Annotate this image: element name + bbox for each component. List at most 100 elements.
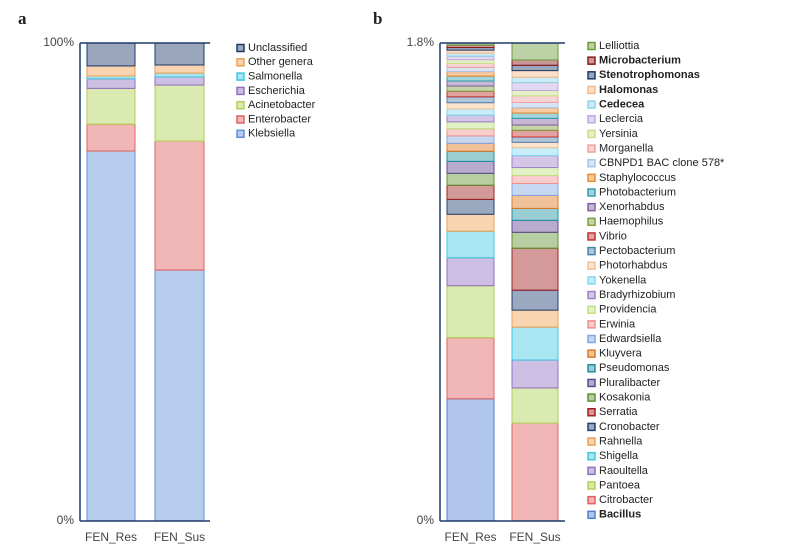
legend-label: Cronobacter bbox=[599, 421, 660, 433]
legend-swatch bbox=[587, 437, 596, 446]
bar-segment bbox=[446, 398, 495, 522]
legend-swatch bbox=[587, 481, 596, 490]
bar-segment bbox=[446, 85, 495, 92]
legend-swatch bbox=[587, 158, 596, 168]
legend-label: Escherichia bbox=[248, 85, 306, 97]
x-tick-label: FEN_Res bbox=[444, 530, 496, 544]
bar-segment bbox=[511, 194, 559, 209]
bar-segment bbox=[446, 90, 495, 98]
legend-label: Photorhabdus bbox=[599, 260, 668, 272]
legend-label: Pseudomonas bbox=[599, 362, 670, 374]
x-tick-label: FEN_Sus bbox=[154, 530, 205, 544]
legend-label: Providencia bbox=[599, 304, 657, 316]
legend-label: Halomonas bbox=[599, 84, 658, 96]
legend-swatch bbox=[587, 276, 596, 285]
bar-segment bbox=[446, 114, 495, 123]
bar-segment bbox=[86, 87, 136, 125]
legend-label: Leclercia bbox=[599, 113, 644, 125]
legend-label: Raoultella bbox=[599, 465, 649, 477]
legend-swatch bbox=[587, 217, 596, 227]
y-tick-label: 0% bbox=[57, 513, 75, 527]
legend-swatch bbox=[236, 100, 245, 110]
legend-label: Other genera bbox=[248, 56, 314, 68]
bar-segment bbox=[446, 80, 495, 87]
bar-segment bbox=[446, 59, 495, 64]
x-tick-label: FEN_Sus bbox=[509, 530, 560, 544]
legend-label: Cedecea bbox=[599, 99, 645, 111]
bar-segment bbox=[446, 172, 495, 186]
legend-label: Salmonella bbox=[248, 71, 303, 83]
legend-label: Pectobacterium bbox=[599, 245, 675, 257]
bar-segment bbox=[511, 90, 559, 97]
bar-segment bbox=[446, 102, 495, 110]
bar-segment bbox=[446, 184, 495, 200]
legend-swatch bbox=[236, 58, 245, 67]
legend-label: CBNPD1 BAC clone 578* bbox=[599, 157, 725, 169]
y-tick-label: 1.8% bbox=[407, 35, 435, 49]
bar-segment bbox=[511, 141, 559, 149]
legend-swatch bbox=[587, 334, 596, 344]
bar-segment bbox=[446, 55, 495, 61]
legend-label: Kluyvera bbox=[599, 348, 643, 360]
bar-segment bbox=[511, 42, 559, 61]
bar-segment bbox=[446, 198, 495, 215]
bar-segment bbox=[446, 128, 495, 137]
bar-segment bbox=[154, 42, 205, 66]
bar-segment bbox=[154, 76, 205, 86]
bar-segment bbox=[446, 62, 495, 68]
bar-segment bbox=[511, 289, 559, 311]
bar-segment bbox=[511, 107, 559, 114]
bar-segment bbox=[511, 247, 559, 291]
legend-swatch bbox=[587, 305, 596, 314]
bar-segment bbox=[511, 422, 559, 522]
legend-label: Enterobacter bbox=[248, 113, 311, 125]
legend-swatch bbox=[587, 290, 596, 300]
legend-swatch bbox=[587, 56, 596, 65]
bar-segment bbox=[446, 135, 495, 144]
legend-label: Photobacterium bbox=[599, 186, 676, 198]
bar-segment bbox=[446, 142, 495, 152]
legend-swatch bbox=[587, 261, 596, 270]
legend-swatch bbox=[587, 115, 596, 124]
bar-segment bbox=[446, 121, 495, 130]
bar-segment bbox=[446, 160, 495, 174]
bar-segment bbox=[511, 117, 559, 126]
legend-label: Stenotrophomonas bbox=[599, 69, 700, 81]
legend-label: Citrobacter bbox=[599, 494, 653, 506]
bar-segment bbox=[511, 64, 559, 72]
bar-segment bbox=[511, 231, 559, 249]
bar-segment bbox=[446, 75, 495, 82]
legend-label: Shigella bbox=[599, 450, 639, 462]
legend-swatch bbox=[587, 246, 596, 256]
bar-segment bbox=[154, 269, 205, 522]
legend-swatch bbox=[587, 100, 596, 109]
legend-swatch bbox=[587, 408, 596, 417]
legend-swatch bbox=[236, 43, 245, 53]
bar-segment bbox=[86, 42, 136, 67]
bar-segment bbox=[511, 70, 559, 78]
bar-segment bbox=[86, 65, 136, 77]
bar-segment bbox=[511, 129, 559, 138]
legend-swatch bbox=[587, 41, 596, 51]
x-tick-label: FEN_Res bbox=[85, 530, 137, 544]
bar-segment bbox=[446, 108, 495, 116]
legend-swatch bbox=[236, 129, 245, 139]
legend-swatch bbox=[587, 202, 596, 212]
bar-segment bbox=[154, 64, 205, 74]
legend-label: Lelliottia bbox=[599, 40, 640, 52]
bar-segment bbox=[86, 123, 136, 152]
legend-swatch bbox=[587, 349, 596, 358]
bar-segment bbox=[511, 167, 559, 177]
legend-swatch bbox=[587, 320, 596, 329]
legend-label: Xenorhabdus bbox=[599, 201, 665, 213]
bar-segment bbox=[446, 71, 495, 77]
bar-segment bbox=[511, 359, 559, 389]
legend-swatch bbox=[587, 393, 596, 402]
legend-label: Pluralibacter bbox=[599, 377, 660, 389]
bar-segment bbox=[511, 136, 559, 143]
legend-swatch bbox=[587, 510, 596, 520]
legend-swatch bbox=[587, 129, 596, 139]
legend-label: Bacillus bbox=[599, 509, 641, 521]
bar-segment bbox=[511, 76, 559, 84]
